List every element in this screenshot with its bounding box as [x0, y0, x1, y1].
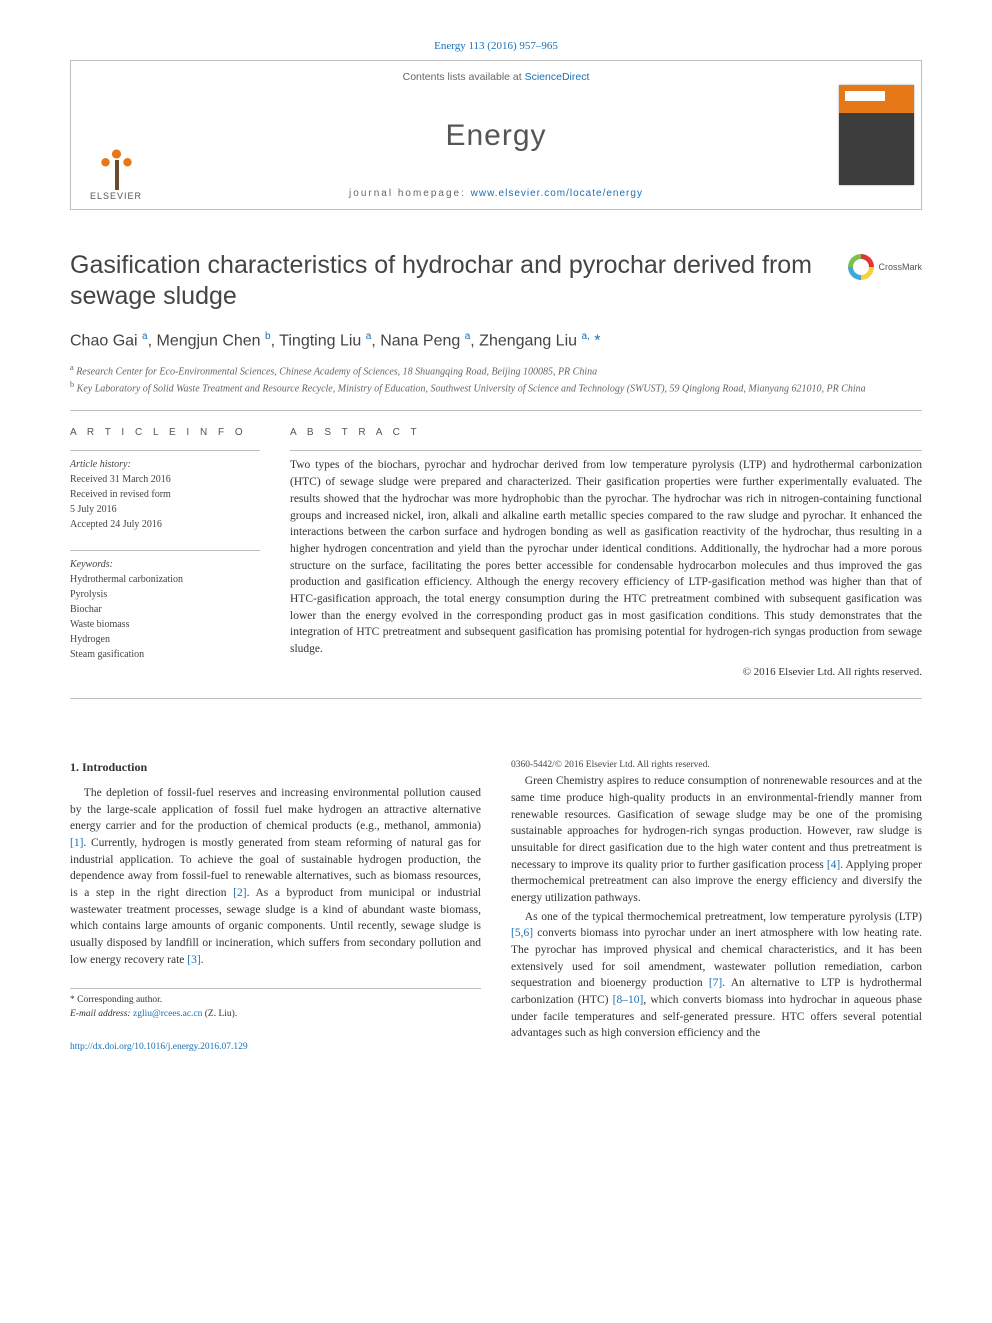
abstract-text: Two types of the biochars, pyrochar and … — [290, 450, 922, 657]
keyword: Hydrothermal carbonization — [70, 572, 260, 587]
crossmark-icon — [848, 254, 874, 280]
contents-list-line: Contents lists available at ScienceDirec… — [403, 71, 590, 83]
keywords-block: Keywords: Hydrothermal carbonization Pyr… — [70, 550, 260, 662]
info-abstract-row: A R T I C L E I N F O Article history: R… — [70, 427, 922, 699]
article-title: Gasification characteristics of hydrocha… — [70, 250, 836, 313]
section-heading: 1. Introduction — [70, 759, 481, 776]
elsevier-tree-icon — [89, 132, 144, 187]
sciencedirect-link[interactable]: ScienceDirect — [525, 71, 590, 83]
abstract-heading: A B S T R A C T — [290, 427, 922, 438]
keyword: Pyrolysis — [70, 587, 260, 602]
author-list: Chao Gai a, Mengjun Chen b, Tingting Liu… — [70, 331, 922, 350]
elsevier-logo[interactable]: ELSEVIER — [89, 132, 144, 201]
issn-line: 0360-5442/© 2016 Elsevier Ltd. All right… — [511, 759, 922, 773]
journal-header-mid: Contents lists available at ScienceDirec… — [161, 61, 831, 209]
affiliation-a: a Research Center for Eco-Environmental … — [70, 362, 922, 379]
citation-bar: Energy 113 (2016) 957–965 — [70, 40, 922, 52]
article-info-column: A R T I C L E I N F O Article history: R… — [70, 427, 260, 680]
body-paragraph: As one of the typical thermochemical pre… — [511, 909, 922, 1042]
abstract-copyright: © 2016 Elsevier Ltd. All rights reserved… — [290, 666, 922, 678]
homepage-line: journal homepage: www.elsevier.com/locat… — [349, 188, 643, 199]
ref-link[interactable]: [8–10] — [613, 994, 644, 1006]
keyword: Steam gasification — [70, 647, 260, 662]
doi-link[interactable]: http://dx.doi.org/10.1016/j.energy.2016.… — [70, 1042, 248, 1052]
history-line: Accepted 24 July 2016 — [70, 517, 260, 532]
ref-link[interactable]: [7] — [709, 977, 722, 989]
journal-cover-thumbnail[interactable] — [839, 85, 914, 185]
keyword: Biochar — [70, 602, 260, 617]
ref-link[interactable]: [3] — [187, 954, 200, 966]
keywords-label: Keywords: — [70, 557, 260, 572]
history-line: Received in revised form — [70, 487, 260, 502]
body-columns: 1. Introduction The depletion of fossil-… — [70, 759, 922, 1054]
title-row: Gasification characteristics of hydrocha… — [70, 250, 922, 313]
contents-prefix: Contents lists available at — [403, 71, 525, 83]
crossmark-badge[interactable]: CrossMark — [848, 254, 922, 280]
history-line: 5 July 2016 — [70, 502, 260, 517]
body-paragraph: The depletion of fossil-fuel reserves an… — [70, 785, 481, 968]
ref-link[interactable]: [4] — [827, 859, 840, 871]
crossmark-label: CrossMark — [878, 262, 922, 272]
abstract-column: A B S T R A C T Two types of the biochar… — [290, 427, 922, 680]
homepage-link[interactable]: www.elsevier.com/locate/energy — [471, 188, 643, 199]
journal-cover-area — [831, 61, 921, 209]
history-label: Article history: — [70, 457, 260, 472]
corr-email-link[interactable]: zgliu@rcees.ac.cn — [133, 1009, 202, 1019]
ref-link[interactable]: [5,6] — [511, 927, 533, 939]
corr-label: * Corresponding author. — [70, 994, 481, 1007]
corr-email-line: E-mail address: zgliu@rcees.ac.cn (Z. Li… — [70, 1008, 481, 1021]
body-paragraph: Green Chemistry aspires to reduce consum… — [511, 773, 922, 906]
ref-link[interactable]: [2] — [233, 887, 246, 899]
citation-ref-link[interactable]: Energy 113 (2016) 957–965 — [434, 40, 558, 52]
keyword: Waste biomass — [70, 617, 260, 632]
homepage-prefix: journal homepage: — [349, 188, 471, 199]
elsevier-label: ELSEVIER — [90, 191, 142, 201]
history-line: Received 31 March 2016 — [70, 472, 260, 487]
article-info-heading: A R T I C L E I N F O — [70, 427, 260, 438]
affiliations: a Research Center for Eco-Environmental … — [70, 362, 922, 412]
affiliation-b: b Key Laboratory of Solid Waste Treatmen… — [70, 379, 922, 396]
publisher-logo-area: ELSEVIER — [71, 61, 161, 209]
corresponding-author-footnote: * Corresponding author. E-mail address: … — [70, 988, 481, 1021]
keyword: Hydrogen — [70, 632, 260, 647]
journal-header-box: ELSEVIER Contents lists available at Sci… — [70, 60, 922, 210]
ref-link[interactable]: [1] — [70, 837, 83, 849]
journal-name: Energy — [445, 119, 546, 153]
article-history-block: Article history: Received 31 March 2016 … — [70, 450, 260, 532]
